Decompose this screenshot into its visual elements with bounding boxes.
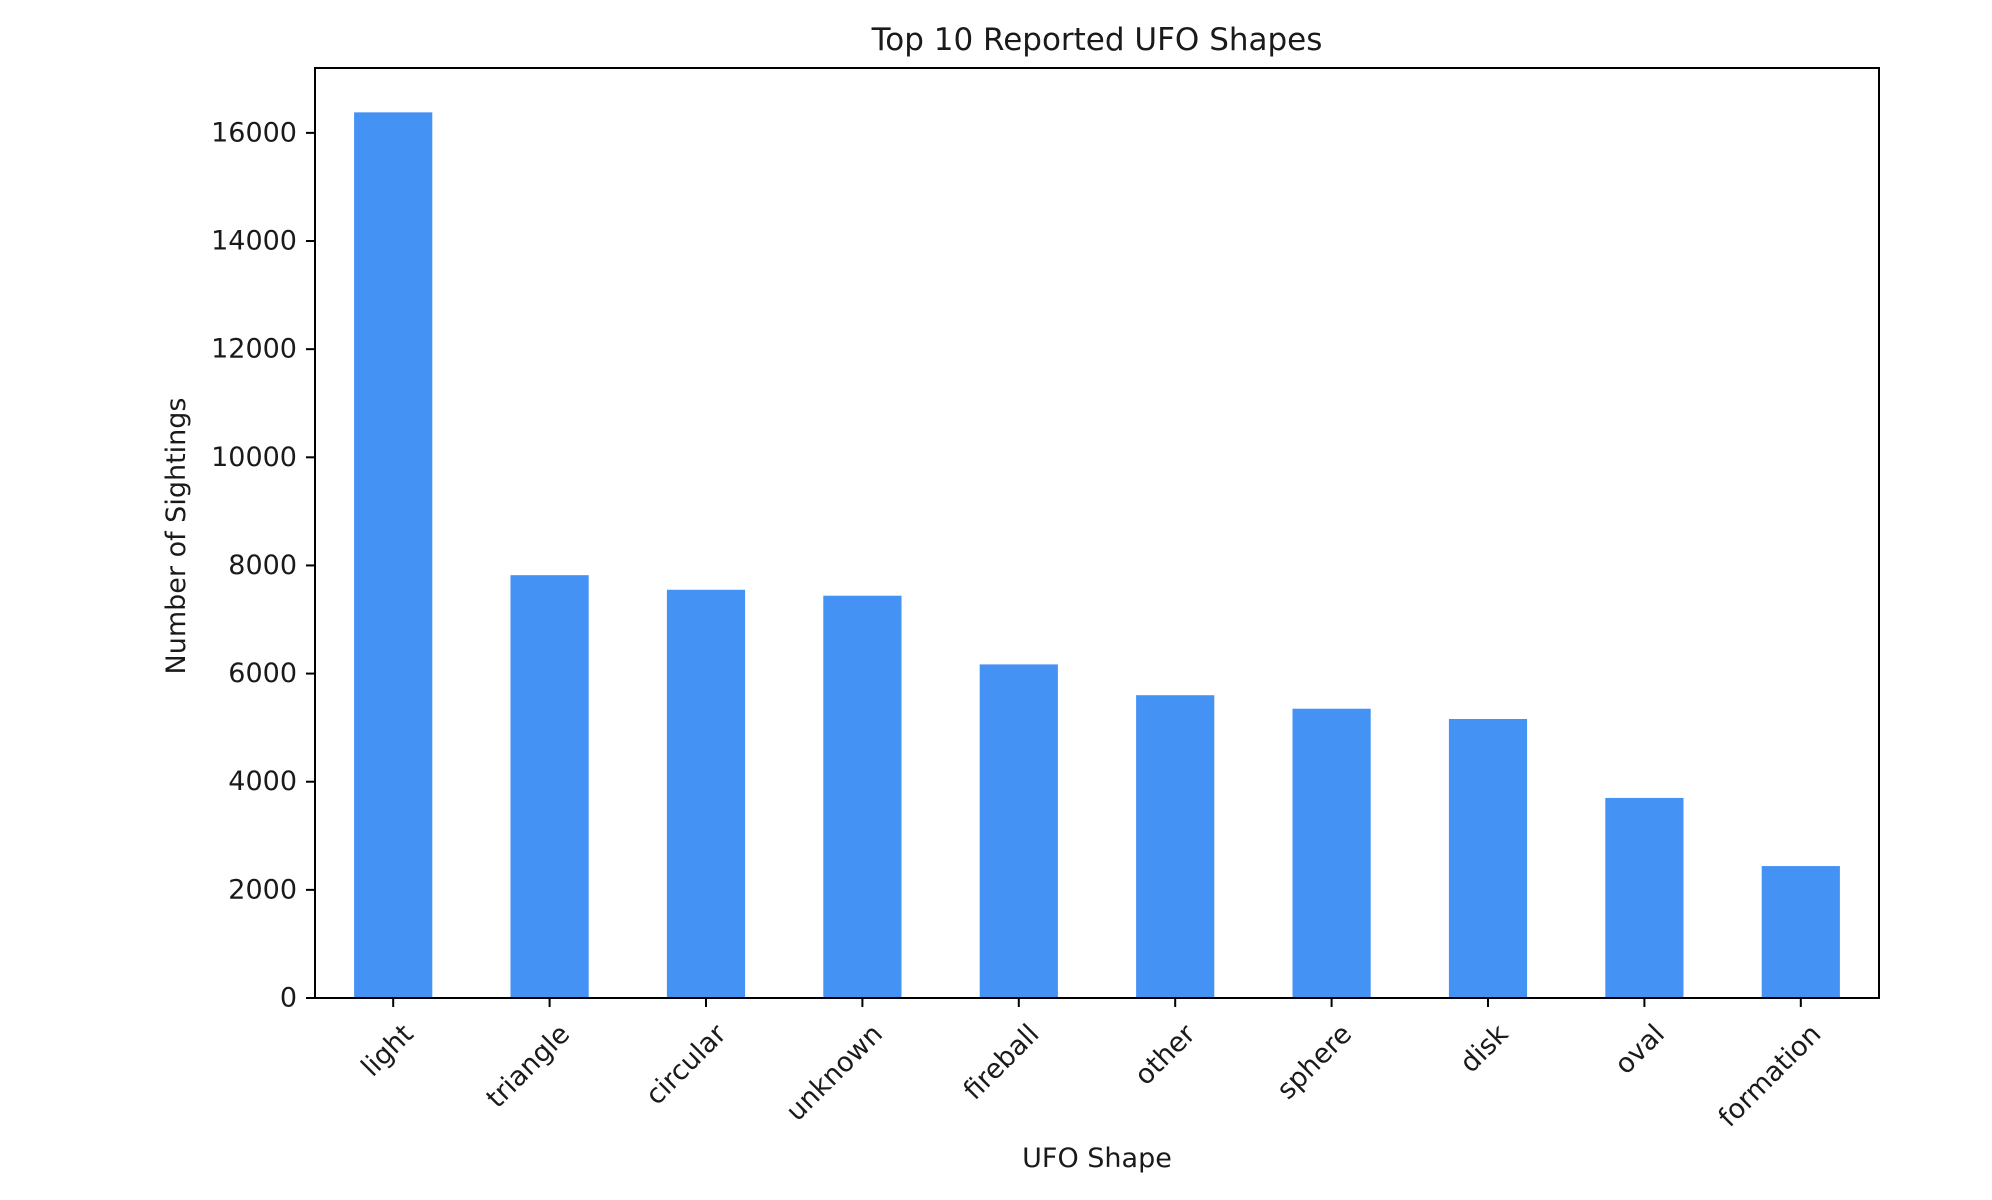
x-tick-label: light	[355, 1019, 419, 1083]
y-axis-ticks: 0 2000 4000 6000 8000 10000 12000 14000 16000	[211, 117, 315, 1014]
bar-other	[1136, 695, 1215, 998]
bar-triangle	[510, 575, 589, 998]
x-tick-label: fireball	[958, 1019, 1046, 1107]
x-tick-label: sphere	[1271, 1019, 1358, 1106]
y-tick-label: 14000	[211, 226, 297, 257]
chart-title: Top 10 Reported UFO Shapes	[871, 22, 1323, 58]
y-tick-label: 8000	[228, 550, 297, 581]
y-tick-label: 10000	[211, 442, 297, 473]
x-tick-label: disk	[1454, 1018, 1515, 1079]
y-tick-label: 2000	[228, 874, 297, 905]
x-tick-label: other	[1129, 1018, 1202, 1091]
bar-disk	[1448, 719, 1528, 998]
x-tick-label: unknown	[780, 1019, 889, 1128]
x-axis-label: UFO Shape	[1022, 1143, 1172, 1174]
bar-unknown	[823, 595, 902, 998]
x-tick-label: triangle	[481, 1019, 577, 1115]
x-tick-label: circular	[640, 1018, 733, 1111]
bars-layer	[354, 112, 1840, 998]
bar-light	[354, 112, 433, 998]
x-axis-ticks: light triangle circular unknown fireball othe…	[355, 998, 1827, 1133]
x-tick-label: oval	[1609, 1019, 1671, 1081]
bar-circular	[666, 589, 746, 998]
y-tick-label: 4000	[228, 766, 297, 797]
y-axis-label: Number of Sightings	[161, 398, 192, 675]
plot-frame	[314, 67, 1880, 999]
y-tick-label: 16000	[211, 117, 297, 148]
y-tick-label: 6000	[228, 658, 297, 689]
x-tick-label: formation	[1713, 1019, 1828, 1134]
y-tick-label: 0	[280, 983, 297, 1014]
y-tick-label: 12000	[211, 334, 297, 365]
bar-formation	[1761, 866, 1840, 998]
bar-oval	[1605, 797, 1684, 998]
bar-fireball	[979, 664, 1058, 998]
bar-sphere	[1292, 708, 1371, 998]
